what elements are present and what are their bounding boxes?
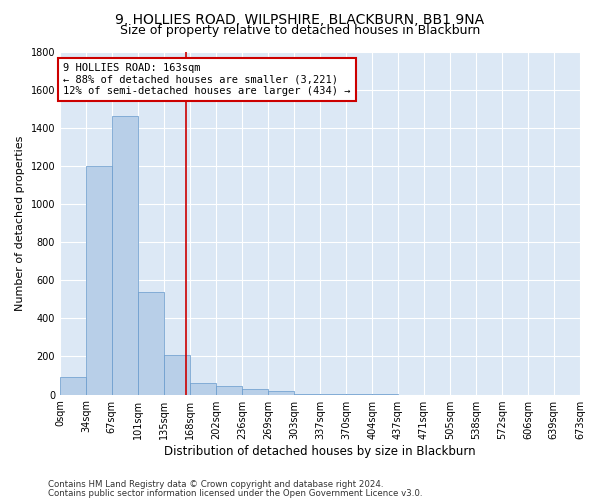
Bar (216, 386, 242, 394)
Bar (86, 166, 112, 394)
Bar (190, 383, 216, 394)
Text: Contains public sector information licensed under the Open Government Licence v3: Contains public sector information licen… (48, 488, 422, 498)
Bar (138, 292, 164, 395)
Y-axis label: Number of detached properties: Number of detached properties (15, 136, 25, 310)
Text: 9, HOLLIES ROAD, WILPSHIRE, BLACKBURN, BB1 9NA: 9, HOLLIES ROAD, WILPSHIRE, BLACKBURN, B… (115, 12, 485, 26)
Bar (242, 389, 268, 394)
Bar (268, 391, 294, 394)
Bar (164, 354, 190, 395)
Text: 9 HOLLIES ROAD: 163sqm
← 88% of detached houses are smaller (3,221)
12% of semi-: 9 HOLLIES ROAD: 163sqm ← 88% of detached… (63, 63, 350, 96)
Bar (60, 378, 86, 394)
Text: Contains HM Land Registry data © Crown copyright and database right 2024.: Contains HM Land Registry data © Crown c… (48, 480, 383, 489)
X-axis label: Distribution of detached houses by size in Blackburn: Distribution of detached houses by size … (164, 444, 476, 458)
Text: Size of property relative to detached houses in Blackburn: Size of property relative to detached ho… (120, 24, 480, 37)
Bar (112, 116, 138, 394)
